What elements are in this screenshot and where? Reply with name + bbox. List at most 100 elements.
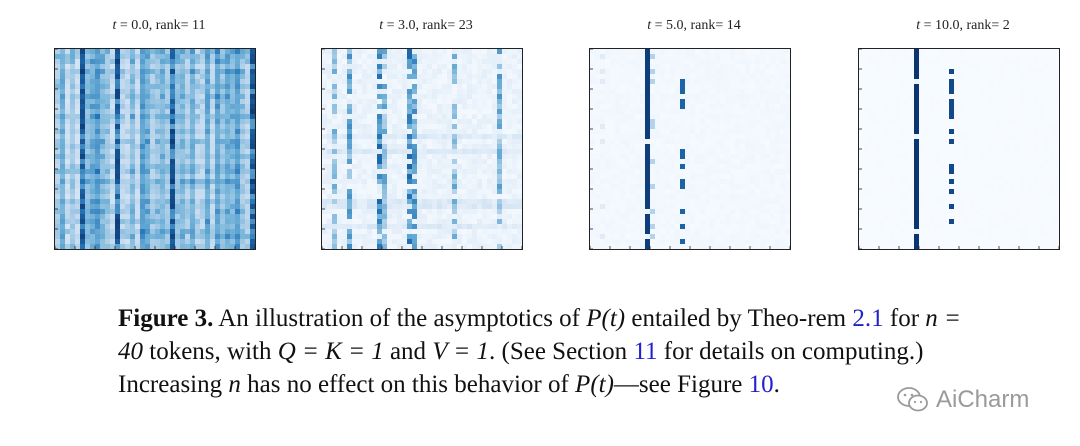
heatmap-cell [660,164,666,170]
heatmap-cell [110,189,116,195]
heatmap-cell [70,204,76,210]
heatmap-cell [402,74,408,80]
heatmap-cell [240,129,246,135]
heatmap-cell [502,89,508,95]
heatmap-cell [502,164,508,170]
heatmap-cell [685,144,691,150]
heatmap-cell [492,149,498,155]
heatmap-cell [362,84,368,90]
heatmap-cell [675,234,681,240]
heatmap-cell [70,74,76,80]
heatmap-cell [75,114,81,120]
heatmap-cell [205,134,211,140]
heatmap-cell [165,169,171,175]
heatmap-cell [715,239,721,245]
heatmap-cell [412,214,418,220]
heatmap-cell [357,84,363,90]
heatmap-cell [367,234,373,240]
heatmap-cell [595,229,601,235]
heatmap-cell [170,54,176,60]
heatmap-cell [65,59,71,65]
heatmap-cell [205,149,211,155]
heatmap-cell [780,159,786,165]
heatmap-cell [235,139,241,145]
heatmap-cell [487,54,493,60]
heatmap-cell [507,154,513,160]
heatmap-cell [770,179,776,185]
heatmap-cell [447,174,453,180]
heatmap-cell [90,189,96,195]
heatmap-cell [125,234,131,240]
heatmap-cell [730,134,736,140]
heatmap-cell [780,59,786,65]
heatmap-cell [655,229,661,235]
heatmap-cell [462,149,468,155]
heatmap-cell [150,134,156,140]
heatmap-cell [235,144,241,150]
heatmap-cell [605,214,611,220]
heatmap-cell [437,239,443,245]
heatmap-cell [665,199,671,205]
heatmap-cell [65,99,71,105]
heatmap-cell [690,144,696,150]
heatmap-cell [715,234,721,240]
heatmap-cell [235,69,241,75]
heatmap-cell [502,189,508,195]
panel-title: t = 5.0, rank= 14 [647,18,741,33]
heatmap-cell [225,199,231,205]
heatmap-cell [352,189,358,195]
heatmap-cell [215,199,221,205]
heatmap-cell [442,94,448,100]
heatmap-cell [650,89,656,95]
heatmap-cell [367,239,373,245]
heatmap-cell [150,89,156,95]
heatmap-cell [452,134,458,140]
heatmap-cell [155,74,161,80]
heatmap-cell [135,139,141,145]
heatmap-cell [155,184,161,190]
heatmap-cell [352,239,358,245]
heatmap-cell [145,124,151,130]
heatmap-cell [512,229,518,235]
heatmap-cell [989,54,995,60]
heatmap-cell [690,84,696,90]
heatmap-cell [352,89,358,95]
heatmap-cell [372,134,378,140]
heatmap-cell [685,214,691,220]
heatmap-cell [327,229,333,235]
heatmap-cell [120,149,126,155]
heatmap-cell [105,74,111,80]
heatmap-cell [720,234,726,240]
heatmap-cell [220,224,226,230]
heatmap-cell [735,134,741,140]
heatmap-cell [412,154,418,160]
heatmap-cell [180,194,186,200]
heatmap-cell [427,179,433,185]
heatmap-cell [879,49,885,55]
heatmap-cell [595,164,601,170]
heatmap-cell [327,139,333,145]
heatmap-cell [135,179,141,185]
heatmap-cell [135,149,141,155]
heatmap-cell [615,204,621,210]
heatmap-cell [655,79,661,85]
heatmap-cell [605,104,611,110]
heatmap-cell [695,54,701,60]
heatmap-cell [362,234,368,240]
heatmap-cell [250,239,255,245]
heatmap-cell [750,89,756,95]
heatmap-cell [999,49,1005,55]
heatmap-cell [467,194,473,200]
heatmap-cell [150,159,156,165]
heatmap-cell [780,99,786,105]
heatmap-cell [640,174,646,180]
heatmap-cell [100,184,106,190]
heatmap-cell [660,64,666,70]
heatmap-cell [185,104,191,110]
heatmap-cell [700,64,706,70]
heatmap-cell [95,104,101,110]
heatmap-cell [85,119,91,125]
heatmap-cell [245,134,251,140]
heatmap-cell [185,69,191,75]
heatmap-cell [225,169,231,175]
